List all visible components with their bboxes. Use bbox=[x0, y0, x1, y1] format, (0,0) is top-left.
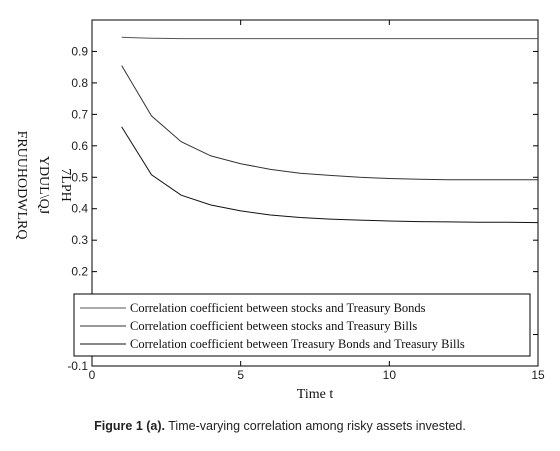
legend-entry-1: Correlation coefficient between stocks a… bbox=[130, 301, 426, 315]
y-tick-label: 0.6 bbox=[71, 139, 88, 153]
x-tick-label: 10 bbox=[383, 368, 397, 382]
caption-label: Figure 1 (a). bbox=[94, 419, 166, 433]
x-tick-label: 15 bbox=[531, 368, 545, 382]
legend-box bbox=[73, 293, 531, 357]
series-layer bbox=[121, 36, 539, 224]
figure-caption: Figure 1 (a). Time-varying correlation a… bbox=[0, 419, 560, 433]
series-line-2 bbox=[121, 65, 538, 181]
y-tick-label: 0.4 bbox=[71, 202, 88, 216]
y-axis-label: 7LPH YDUL\QJ FRUUHODWLRQ bbox=[14, 131, 73, 240]
y-axis-label-line: 7LPH bbox=[58, 168, 73, 201]
x-tick-label: 0 bbox=[89, 368, 96, 382]
y-axis-label-line: YDUL\QJ bbox=[36, 156, 51, 215]
correlation-line-chart: -0.10 0.2 0.3 0.4 0.5 0.6 0.7 0.8 0.9 0 5 10 15 7LP… bbox=[14, 19, 545, 402]
x-axis-ticks: 0 5 10 15 bbox=[89, 20, 545, 382]
caption-text: Time-varying correlation among risky ass… bbox=[165, 419, 466, 433]
x-axis-label: Time t bbox=[297, 387, 334, 402]
legend-entry-3: Correlation coefficient between Treasury… bbox=[130, 337, 465, 351]
series-line-3 bbox=[121, 126, 539, 224]
y-tick-label: -0.1 bbox=[67, 359, 88, 373]
y-axis-ticks: -0.100.20.30.40.50.60.70.80.9 bbox=[67, 44, 538, 373]
plot-frame bbox=[91, 19, 539, 367]
y-axis-label-line: FRUUHODWLRQ bbox=[14, 131, 29, 240]
y-tick-label: 0.3 bbox=[71, 233, 88, 247]
legend: Correlation coefficient between stocks a… bbox=[73, 293, 531, 357]
y-tick-label: 0.7 bbox=[71, 107, 88, 121]
legend-entry-2: Correlation coefficient between stocks a… bbox=[130, 319, 417, 333]
series-line-1 bbox=[121, 36, 538, 40]
y-tick-label: 0.2 bbox=[71, 265, 88, 279]
y-tick-label: 0.5 bbox=[71, 170, 88, 184]
x-tick-label: 5 bbox=[237, 368, 244, 382]
y-tick-label: 0.8 bbox=[71, 76, 88, 90]
y-tick-label: 0.9 bbox=[71, 44, 88, 58]
